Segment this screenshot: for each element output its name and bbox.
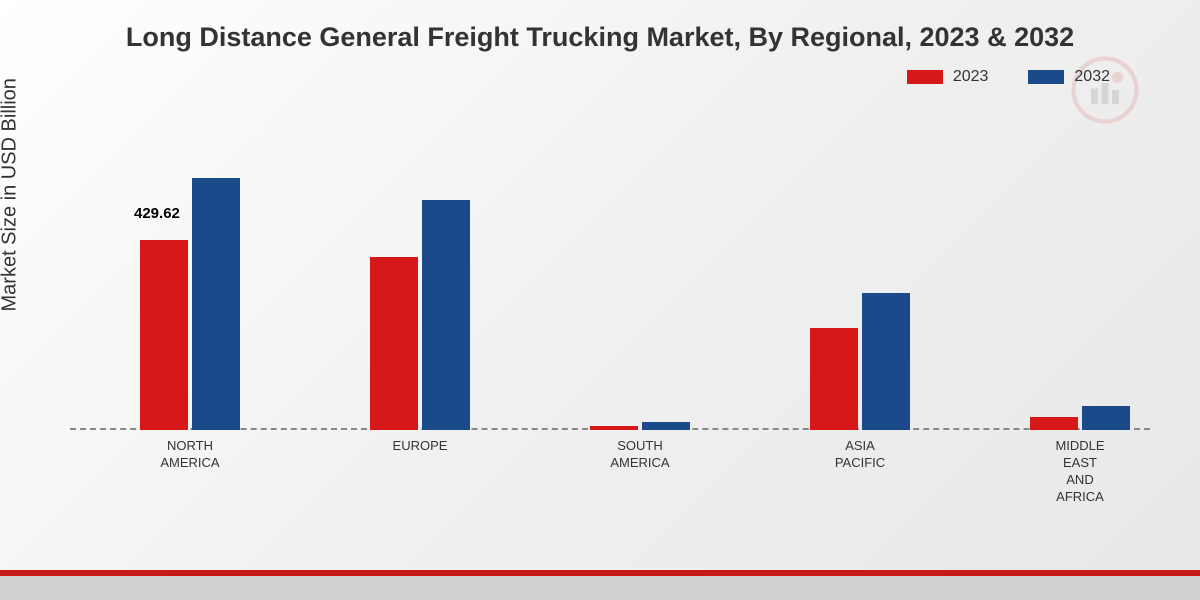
legend-swatch-icon — [1028, 70, 1064, 84]
bar — [1082, 406, 1130, 430]
bar — [192, 178, 240, 430]
brand-watermark-icon — [1070, 55, 1140, 125]
bar-group — [365, 200, 475, 430]
bar — [590, 426, 638, 430]
y-axis-label: Market Size in USD Billion — [0, 78, 22, 311]
x-axis-category-label: EUROPE — [345, 438, 495, 455]
bar — [422, 200, 470, 430]
bar — [140, 240, 188, 430]
legend-item-2023: 2023 — [907, 68, 989, 86]
bar — [642, 422, 690, 430]
bar-group — [585, 422, 695, 430]
legend-swatch-icon — [907, 70, 943, 84]
bar-group — [805, 293, 915, 430]
bar — [370, 257, 418, 430]
legend-item-2032: 2032 — [1028, 68, 1110, 86]
footer-accent-bar — [0, 570, 1200, 600]
bar-value-label: 429.62 — [134, 205, 180, 222]
chart-title: Long Distance General Freight Trucking M… — [0, 0, 1200, 53]
bar — [862, 293, 910, 430]
bar — [810, 328, 858, 430]
bar-group — [1025, 406, 1135, 430]
legend-label: 2023 — [953, 68, 989, 86]
chart-legend: 2023 2032 — [907, 68, 1110, 86]
legend-label: 2032 — [1074, 68, 1110, 86]
x-axis-category-label: ASIAPACIFIC — [785, 438, 935, 472]
x-axis-category-label: SOUTHAMERICA — [565, 438, 715, 472]
x-axis-category-label: NORTHAMERICA — [115, 438, 265, 472]
chart-plot-area: 429.62 — [70, 120, 1150, 430]
bar — [1030, 417, 1078, 430]
x-axis-category-label: MIDDLEEASTANDAFRICA — [1005, 438, 1155, 506]
